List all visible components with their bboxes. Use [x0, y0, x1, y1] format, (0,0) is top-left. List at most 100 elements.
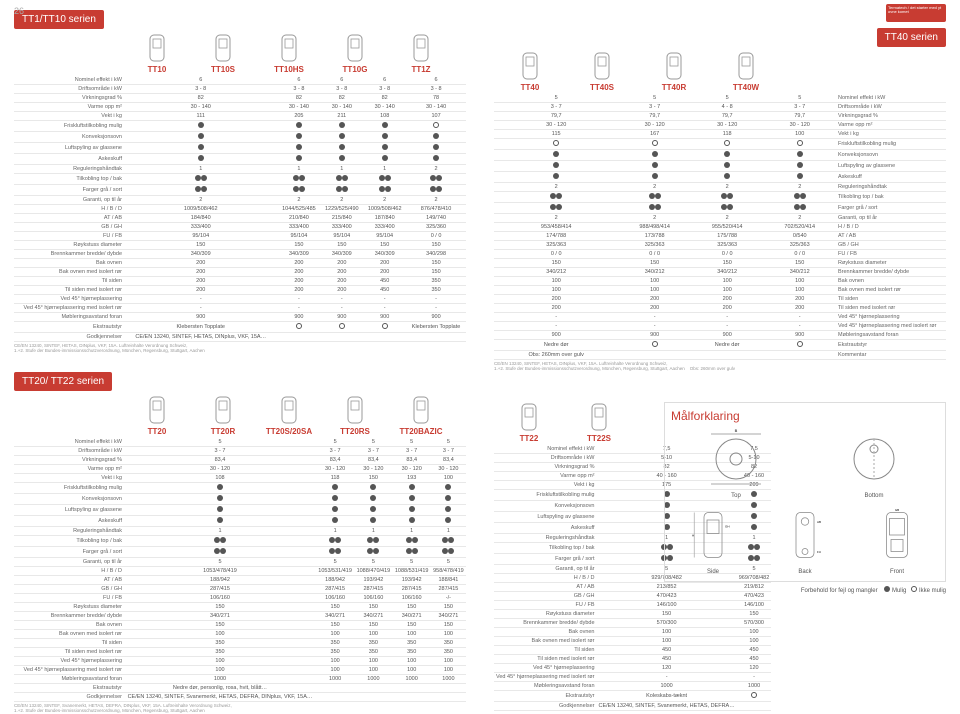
spec-label: Tilkobling top / bak [836, 192, 946, 203]
spec-value: 187/840 [363, 214, 406, 223]
stove-icon [735, 51, 757, 81]
spec-value: 450 [363, 286, 406, 295]
spec-value: 5 [494, 94, 618, 103]
spec-value: 100 [393, 629, 431, 638]
spec-value [763, 172, 836, 183]
spec-value: 0 / 0 [494, 250, 618, 259]
spec-value [618, 161, 691, 172]
spec-value: 106/160 [393, 593, 431, 602]
spec-label: Luftspyling av glassene [494, 511, 597, 522]
model-header: TT20R [190, 395, 256, 436]
model-header: TT10HS [256, 33, 322, 74]
spec-value: 100 [316, 629, 354, 638]
spec-value: 1000 [354, 674, 392, 683]
spec-value: 100 [431, 473, 466, 482]
spec-value: 340/271 [393, 611, 431, 620]
spec-value [363, 143, 406, 154]
stove-icon [212, 33, 234, 63]
spec-label: Reguleringshåndtak [14, 165, 124, 174]
spec-label: Til siden [494, 645, 597, 654]
spec-value: 30 - 140 [406, 103, 466, 112]
model-header: TT22 [494, 402, 564, 443]
spec-value: 83,4 [393, 455, 431, 464]
spec-value: 83,4 [354, 455, 392, 464]
spec-value: 100 [618, 277, 691, 286]
spec-label: Brennkammer bredde/ dybde [14, 611, 124, 620]
spec-value: 150 [316, 620, 354, 629]
spec-value [691, 192, 764, 203]
spec-value: 1 [124, 526, 316, 535]
spec-label: Reguleringshåndtak [494, 533, 597, 542]
spec-label: Friskluftstilkobling mulig [494, 489, 597, 500]
spec-value: 1053/531/419 [316, 566, 354, 575]
spec-value: 30 - 120 [393, 464, 431, 473]
spec-value [277, 143, 320, 154]
spec-label: Møbleringsavstand foran [14, 313, 124, 322]
spec-value: 2 [618, 214, 691, 223]
spec-label: Ekstrautstyr [836, 340, 946, 351]
spec-value [316, 683, 354, 692]
spec-label: Friskluftstilkobling mulig [14, 121, 124, 132]
spec-value: 188/942 [124, 575, 316, 584]
footnote: CE/EN 13240, SINTEF, HETAS, DINplus, VKF… [14, 344, 466, 354]
spec-label: Nominel effekt i kW [14, 438, 124, 447]
spec-value: 200 [618, 304, 691, 313]
spec-value [691, 161, 764, 172]
spec-value [494, 203, 618, 214]
stove-icon [588, 402, 610, 432]
stove-icon [519, 51, 541, 81]
spec-label: Vekt i kg [494, 480, 597, 489]
spec-value: 1229/525/490 [320, 205, 363, 214]
spec-value: 350 [124, 638, 316, 647]
spec-value: 2 [763, 183, 836, 192]
spec-label: FU / FB [494, 600, 597, 609]
model-header: TT10S [190, 33, 256, 74]
spec-label: Garanti, op til år [14, 557, 124, 566]
spec-value: 2 [691, 183, 764, 192]
spec-value: 1000 [431, 674, 466, 683]
spec-label: Bak ovnen [836, 277, 946, 286]
spec-value: 30 - 120 [618, 121, 691, 130]
spec-value [406, 143, 466, 154]
spec-value: 0 / 0 [763, 250, 836, 259]
spec-value [277, 132, 320, 143]
spec-value: 2 [763, 214, 836, 223]
spec-value: - [691, 313, 764, 322]
footnote: CE/EN 13240, SINTEF, Svanemerkt, HETAS, … [14, 704, 466, 714]
spec-value: 5 [431, 557, 466, 566]
spec-value: 95/104 [320, 232, 363, 241]
spec-value: 287/415 [316, 584, 354, 593]
spec-value: 150 [354, 602, 392, 611]
spec-label: H / B / D [836, 223, 946, 232]
spec-label: Driftsområde i kW [494, 453, 597, 462]
spec-value [363, 174, 406, 185]
spec-value: 702/520/414 [763, 223, 836, 232]
spec-value: 174/788 [494, 232, 618, 241]
spec-value: 200 [363, 268, 406, 277]
spec-value [763, 150, 836, 161]
spec-value: 1088/531/419 [393, 566, 431, 575]
spec-label: GB / GH [14, 584, 124, 593]
spec-value: 900 [277, 313, 320, 322]
spec-value: 30 - 120 [763, 121, 836, 130]
spec-value: 3 - 7 [316, 446, 354, 455]
model-header: TT20S/20SA [256, 395, 322, 436]
spec-value: 900 [763, 331, 836, 340]
spec-value [363, 185, 406, 196]
spec-value: 340/212 [494, 268, 618, 277]
spec-value: - [124, 295, 277, 304]
spec-value [320, 132, 363, 143]
spec-value: 30 - 120 [354, 464, 392, 473]
spec-label: Godkjennelser [494, 701, 597, 710]
spec-value [316, 482, 354, 493]
spec-label: AT / AB [14, 214, 124, 223]
spec-value: 100 [618, 286, 691, 295]
spec-value: 184/840 [124, 214, 277, 223]
spec-value: 106/160 [124, 593, 316, 602]
spec-value [431, 535, 466, 546]
spec-value: 900 [618, 331, 691, 340]
model-header: TT22S [564, 402, 634, 443]
spec-value [393, 535, 431, 546]
model-header: TT1Z [388, 33, 454, 74]
spec-value: 1009/508/462 [124, 205, 277, 214]
